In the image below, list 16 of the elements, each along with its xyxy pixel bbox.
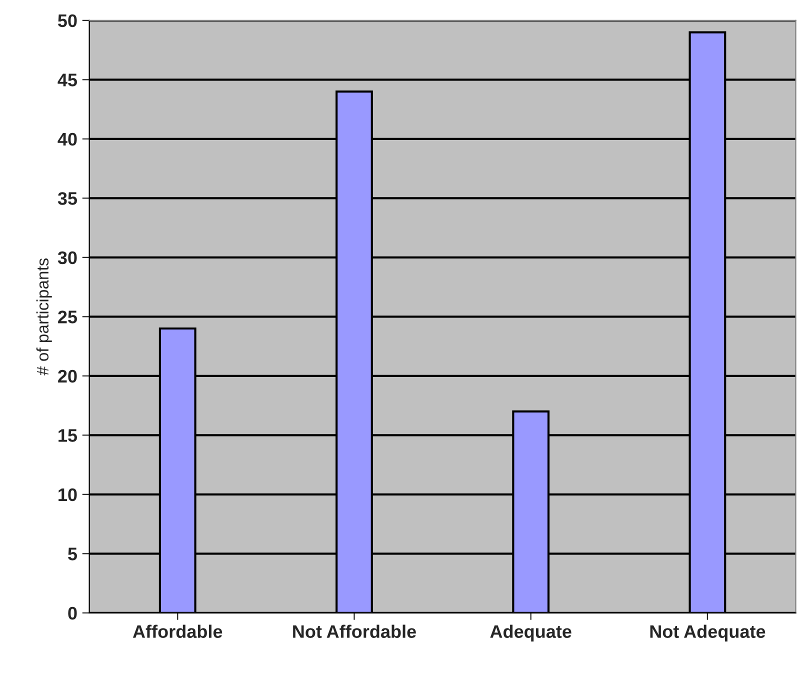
y-tick-label: 35	[58, 192, 78, 205]
x-tick-label: Affordable	[132, 624, 222, 638]
y-tick-label: 0	[68, 606, 77, 620]
x-tick-label: Adequate	[490, 624, 572, 642]
y-tick-label: 45	[58, 74, 78, 86]
x-tick-label: Not Adequate	[650, 624, 766, 642]
y-tick-label: 40	[58, 132, 77, 146]
y-axis-title: # of participants	[36, 258, 52, 376]
y-tick-label: 25	[58, 310, 78, 324]
y-tick-label: 10	[58, 488, 77, 502]
y-tick-label: 20	[58, 370, 77, 383]
y-tick-label: 15	[58, 429, 78, 442]
x-tick-label: Not Affordable	[293, 624, 416, 638]
y-tick-label: 50	[58, 14, 77, 28]
y-tick-label: 30	[58, 251, 77, 264]
y-tick-label: 5	[68, 548, 78, 560]
